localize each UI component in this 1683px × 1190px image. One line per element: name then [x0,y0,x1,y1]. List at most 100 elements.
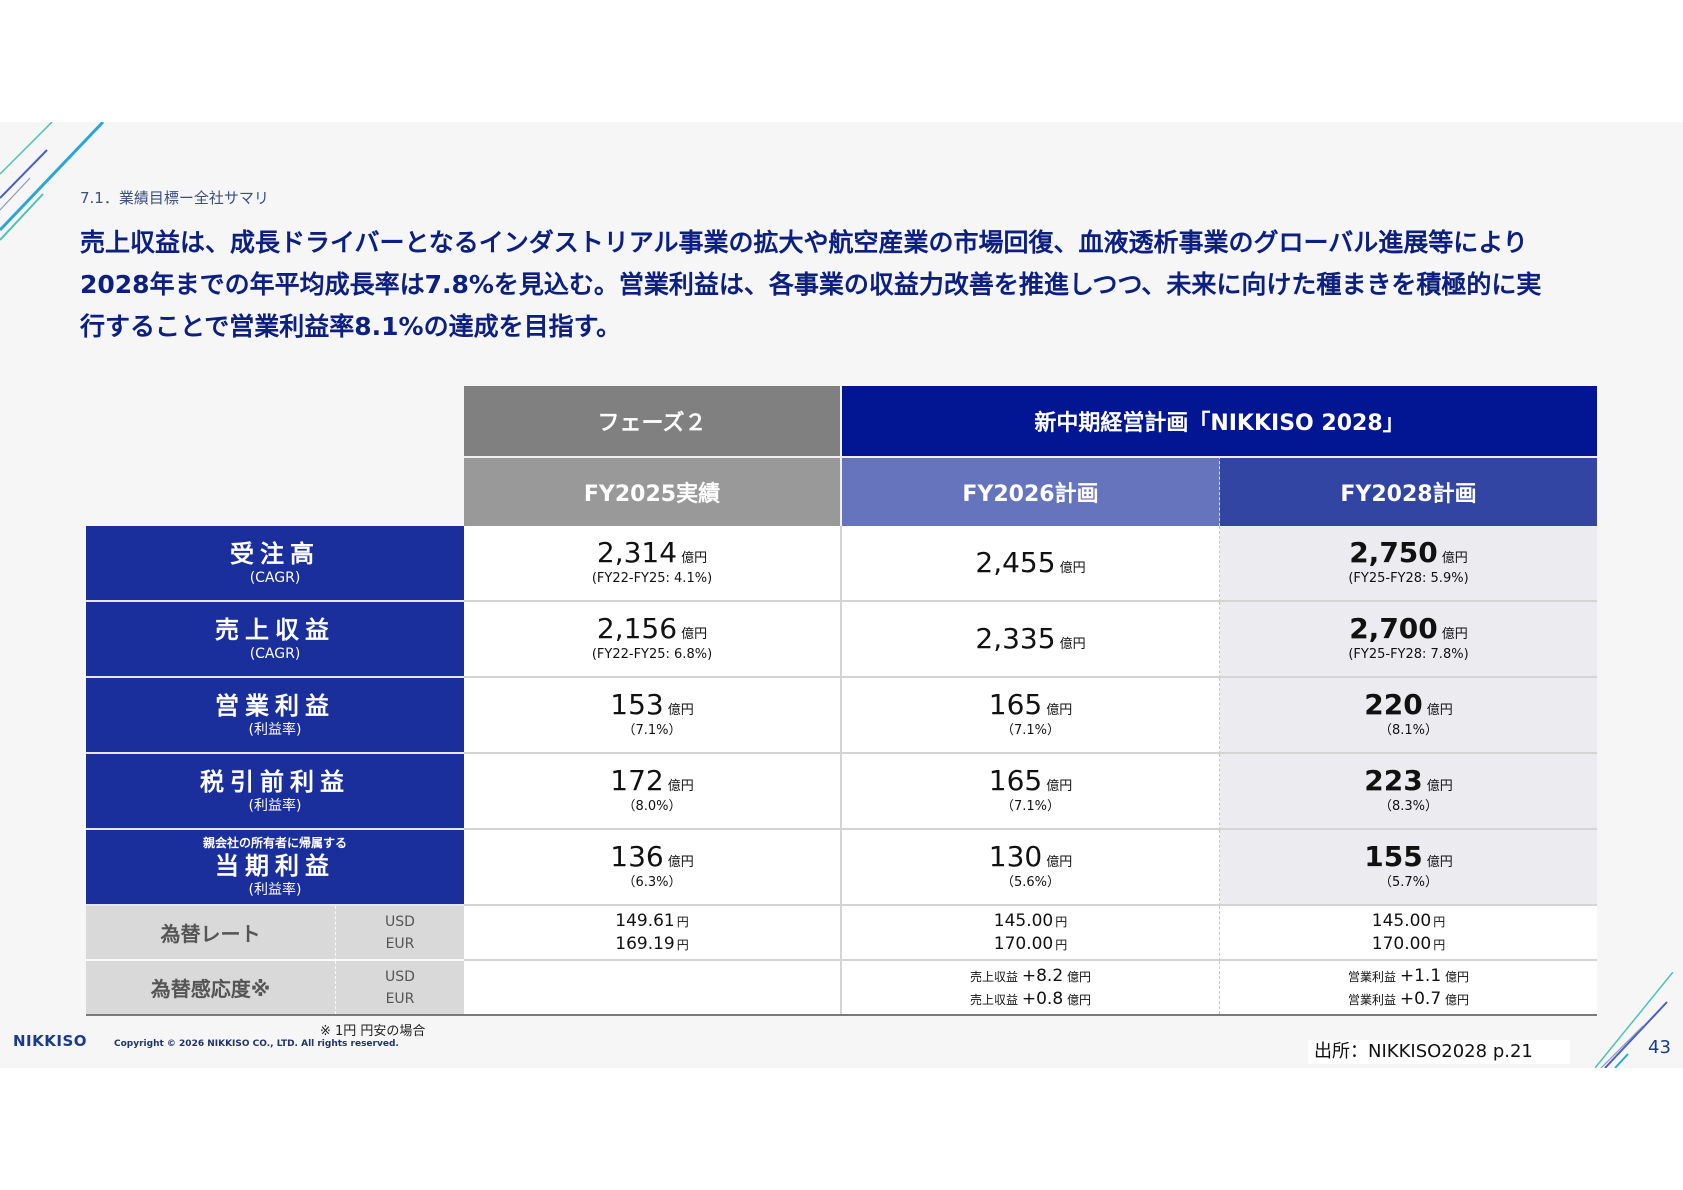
fx-rate-currencies: USD EUR [336,906,464,961]
yen-unit: 円 [676,914,689,929]
yen-unit: 円 [1055,937,1068,952]
value-number: 2,700 [1349,612,1438,645]
row-label-orders: 受注高 (CAGR) [86,526,464,602]
row-label-sub: (CAGR) [249,646,301,662]
yen-unit: 円 [1433,937,1446,952]
value-unit: 億円 [1046,779,1073,794]
fx-sensitivity-fy2025 [464,961,842,1014]
plan-header: 新中期経営計画「NIKKISO 2028」 [842,386,1597,456]
copyright: Copyright © 2026 NIKKISO CO., LTD. All r… [114,1039,399,1049]
table-bottom-rule [86,1014,1597,1016]
fx-sensitivity-fy2026: 売上収益 +8.2 億円 売上収益 +0.8 億円 [842,961,1220,1014]
row-label-pretax-profit: 税引前利益 (利益率) [86,754,464,830]
nikkiso-logo: NIKKISO [13,1032,88,1050]
value-number: 2,156 [596,612,678,645]
value-unit: 億円 [1426,703,1453,718]
value-number: 153 [610,688,664,721]
sensitivity-item: 売上収益 [970,992,1019,1007]
value-note: （7.1%） [1000,723,1061,738]
value-number: 2,335 [975,622,1056,655]
fx-sensitivity-currencies: USD EUR [336,961,464,1014]
page-headline: 売上収益は、成長ドライバーとなるインダストリアル事業の拡大や航空産業の市場回復、… [80,228,1542,341]
table-cell: 165 億円 （7.1%） [842,754,1220,830]
source-citation: 出所：NIKKISO2028 p.21 [1308,1040,1570,1064]
value-number: 136 [610,840,664,873]
column-header-fy2025: FY2025実績 [464,456,842,526]
value-note: （5.6%） [1000,875,1061,890]
sensitivity-item: 売上収益 [970,969,1019,984]
column-header-label: FY2026計画 [962,482,1099,507]
value-note: （8.1%） [1378,723,1439,738]
value-unit: 億円 [1441,627,1468,642]
fx-usd-value: 145.00 [1371,910,1432,931]
value-note: （6.3%） [622,875,682,890]
table-cell: 165 億円 （7.1%） [842,678,1220,754]
fx-eur-value: 170.00 [1371,933,1432,954]
row-label-sub: (利益率) [248,882,302,898]
value-number: 165 [988,764,1043,797]
slide: 7.1．業績目標ー全社サマリ 売上収益は、成長ドライバーとなるインダストリアル事… [0,122,1683,1068]
table-cell: 2,314 億円 (FY22-FY25: 4.1%) [464,526,842,602]
value-note: （8.0%） [622,799,682,814]
value-unit: 億円 [1046,703,1073,718]
row-label-main: 税引前利益 [200,768,350,796]
value-note: (FY22-FY25: 4.1%) [591,571,713,586]
value-note: (FY25-FY28: 7.8%) [1348,647,1469,662]
decorative-lines-icon [0,122,105,241]
value-unit: 億円 [1426,779,1453,794]
table-cell: 153 億円 （7.1%） [464,678,842,754]
row-label-net-profit: 親会社の所有者に帰属する 当期利益 (利益率) [86,830,464,906]
value-unit: 億円 [667,779,694,794]
table-cell: 2,156 億円 (FY22-FY25: 6.8%) [464,602,842,678]
yen-unit: 円 [676,937,689,952]
column-header-fy2026: FY2026計画 [842,456,1220,526]
phase-header: フェーズ２ [464,386,842,456]
row-label-main: 営業利益 [215,692,335,720]
value-note: （5.7%） [1378,875,1439,890]
value-unit: 億円 [1426,855,1453,870]
table-cell: 155 億円 （5.7%） [1220,830,1597,906]
footnote: ※ 1円 円安の場合 [320,1024,426,1039]
fx-usd-value: 149.61 [615,910,675,931]
row-label-prefix: 親会社の所有者に帰属する [202,836,347,850]
row-label-sub: (利益率) [248,722,302,738]
fx-eur-value: 169.19 [615,933,675,954]
sensitivity-unit: 億円 [1066,992,1091,1007]
column-header-label: FY2025実績 [583,482,721,507]
row-label-sub: (利益率) [248,798,302,814]
table-cell: 172 億円 （8.0%） [464,754,842,830]
column-header-label: FY2028計画 [1340,482,1477,507]
fx-rate-label-text: 為替レート [160,922,261,946]
sensitivity-amount: +8.2 [1021,965,1064,986]
value-number: 220 [1364,688,1423,721]
sensitivity-amount: +0.8 [1021,988,1064,1009]
row-label-operating-profit: 営業利益 (利益率) [86,678,464,754]
yen-unit: 円 [1055,914,1068,929]
sensitivity-item: 営業利益 [1348,969,1397,984]
table-cell: 2,750 億円 (FY25-FY28: 5.9%) [1220,526,1597,602]
sensitivity-unit: 億円 [1066,969,1091,984]
row-label-main: 受注高 [230,540,320,568]
fx-sensitivity-label: 為替感応度※ [86,961,336,1014]
value-number: 2,750 [1349,536,1438,569]
page-number: 43 [1648,1037,1671,1058]
value-note: （7.1%） [622,723,682,738]
fx-rate-label: 為替レート [86,906,336,961]
value-unit: 億円 [681,551,708,566]
sensitivity-item: 営業利益 [1348,992,1397,1007]
table-cell: 223 億円 （8.3%） [1220,754,1597,830]
plan-header-label: 新中期経営計画「NIKKISO 2028」 [1034,411,1405,436]
currency-eur: EUR [385,935,415,952]
fx-sensitivity-label-text: 為替感応度※ [150,977,271,1001]
value-unit: 億円 [667,703,694,718]
value-unit: 億円 [1441,551,1468,566]
value-unit: 億円 [681,627,708,642]
row-label-main: 当期利益 [215,852,335,880]
sensitivity-amount: +1.1 [1399,965,1442,986]
value-number: 2,314 [596,536,678,569]
fx-usd-value: 145.00 [993,910,1054,931]
value-note: (FY22-FY25: 6.8%) [591,647,713,662]
row-label-main: 売上収益 [215,616,335,644]
fx-rate-fy2026: 145.00 円 170.00 円 [842,906,1220,961]
value-number: 172 [610,764,664,797]
